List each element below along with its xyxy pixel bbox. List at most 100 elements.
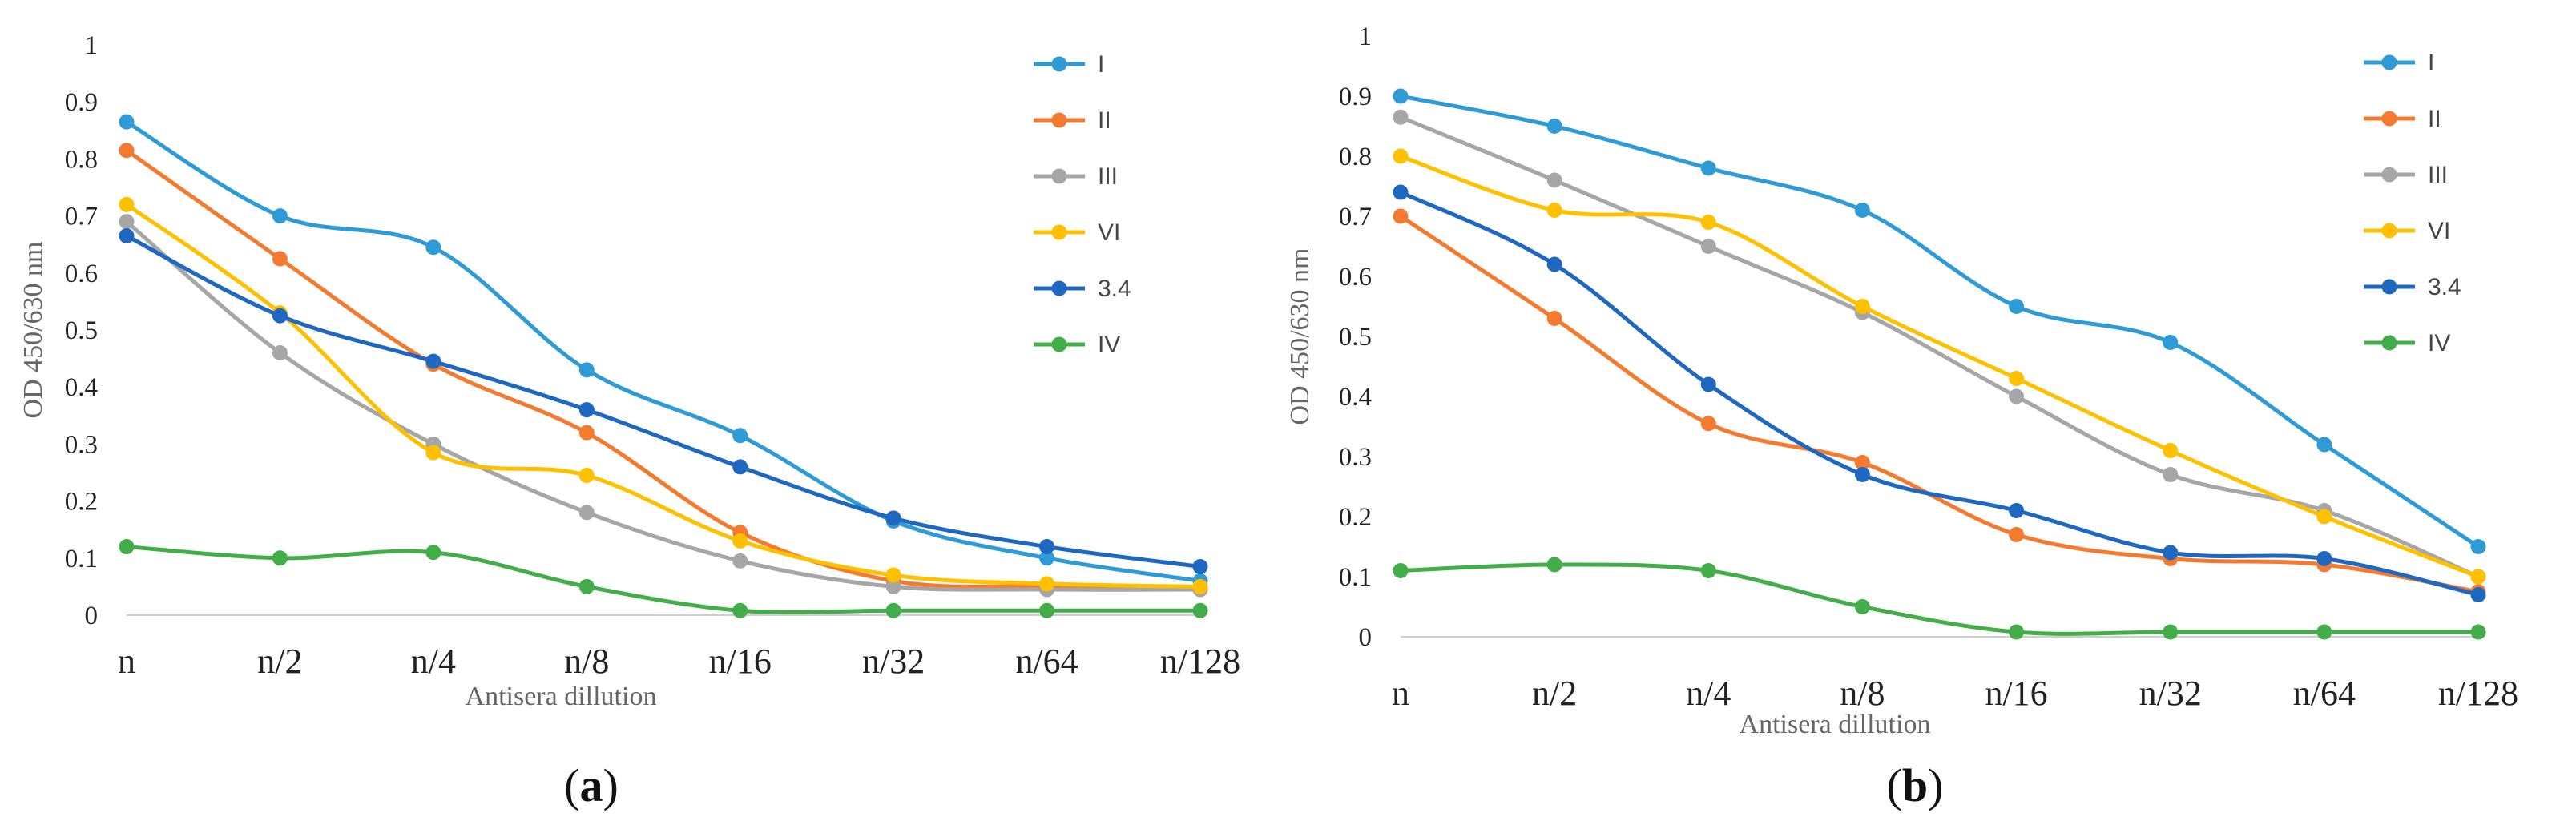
data-point: [1546, 203, 1562, 218]
panel-label: (a): [564, 759, 619, 811]
data-point: [425, 353, 441, 369]
x-tick-label: n/32: [2139, 674, 2202, 713]
data-point: [885, 510, 901, 526]
data-point: [2316, 551, 2332, 566]
y-tick-label: 0: [1359, 623, 1373, 652]
data-point: [1039, 602, 1055, 618]
data-point: [578, 425, 595, 441]
data-point: [578, 468, 595, 484]
series-IV: [119, 539, 1208, 618]
data-point: [2470, 624, 2486, 640]
x-tick-label: n/8: [564, 642, 609, 681]
data-point: [1039, 576, 1055, 592]
y-tick-label: 0.4: [65, 373, 98, 402]
data-point: [425, 445, 441, 461]
data-point: [2316, 509, 2332, 525]
x-tick-label: n: [118, 642, 135, 681]
legend-marker: [1051, 224, 1067, 240]
series-IV: [1393, 557, 2486, 640]
y-tick-label: 0.2: [65, 488, 98, 517]
data-point: [1393, 208, 1409, 224]
panel-letter: a: [580, 759, 603, 811]
data-point: [1546, 172, 1562, 188]
data-point: [425, 545, 441, 561]
legend-label: 3.4: [2428, 274, 2461, 300]
x-tick-label: n/8: [1840, 674, 1885, 713]
legend-marker: [1051, 168, 1067, 184]
data-point: [732, 459, 748, 475]
x-tick-label: n/4: [411, 642, 456, 681]
x-tick-label: n/128: [2438, 674, 2518, 713]
series-line: [1398, 190, 2481, 597]
data-point: [1039, 550, 1055, 566]
x-tick-label: n/16: [1985, 674, 2047, 713]
series-line: [1398, 94, 2481, 549]
data-point: [1546, 311, 1562, 326]
series-line: [124, 234, 1203, 569]
legend-label: I: [2428, 50, 2434, 76]
data-point: [1546, 119, 1562, 134]
data-point: [2009, 299, 2025, 314]
legend-item: III: [2364, 162, 2448, 188]
legend-label: III: [1098, 163, 1118, 190]
data-point: [1700, 215, 1716, 230]
data-point: [1854, 455, 1870, 470]
legend-label: IV: [2428, 330, 2450, 356]
x-tick-label: n/2: [1532, 674, 1577, 713]
legend-item: II: [2364, 106, 2441, 132]
x-tick-label: n/64: [1015, 642, 1078, 681]
data-point: [425, 239, 441, 256]
y-tick-label: 0: [85, 602, 99, 630]
x-tick-label: n/16: [709, 642, 772, 681]
y-tick-label: 0.6: [1339, 263, 1372, 292]
series-line: [1398, 562, 2481, 636]
x-tick-label: n/4: [1686, 674, 1731, 713]
legend-label: III: [2428, 162, 2448, 188]
legend-item: VI: [2364, 218, 2450, 244]
legend-marker: [1051, 336, 1067, 352]
x-axis-label: Antisera dillution: [466, 682, 657, 711]
data-point: [885, 567, 901, 583]
series-line: [124, 545, 1203, 615]
y-tick-label: 0.9: [65, 88, 98, 117]
y-tick-label: 0.9: [1339, 82, 1372, 111]
data-point: [2470, 539, 2486, 554]
data-point: [1039, 539, 1055, 555]
data-point: [272, 251, 288, 267]
legend-marker: [2381, 111, 2397, 127]
data-point: [1192, 558, 1208, 574]
data-point: [1192, 602, 1208, 618]
legend-marker: [2381, 223, 2397, 239]
data-point: [119, 214, 135, 230]
legend-marker: [2381, 167, 2397, 183]
data-point: [1700, 563, 1716, 578]
data-point: [732, 533, 748, 549]
legend-item: VI: [1034, 219, 1120, 246]
data-point: [1854, 203, 1870, 218]
data-point: [578, 402, 595, 418]
data-point: [1393, 184, 1409, 200]
x-tick-label: n/64: [2293, 674, 2356, 713]
series-VI: [1393, 148, 2486, 585]
data-point: [2009, 371, 2025, 386]
y-tick-label: 0.5: [1339, 323, 1372, 352]
legend-label: I: [1098, 51, 1104, 78]
x-axis-label: Antisera dillution: [1740, 710, 1931, 739]
data-point: [272, 550, 288, 566]
data-point: [1393, 563, 1409, 578]
legend-label: IV: [1098, 332, 1120, 358]
legend-item: I: [1034, 51, 1104, 78]
panel-paren-close: ): [1928, 759, 1943, 811]
panel-label: (b): [1887, 759, 1944, 811]
data-point: [2009, 388, 2025, 404]
y-tick-label: 0.3: [65, 430, 98, 459]
y-axis-label: OD 450/630 nm: [18, 242, 48, 419]
legend-item: IV: [1034, 332, 1120, 358]
series-3.4: [1393, 184, 2486, 602]
y-tick-label: 0.7: [65, 203, 98, 231]
data-point: [732, 602, 748, 618]
legend-item: 3.4: [1034, 276, 1131, 302]
data-point: [2163, 624, 2179, 640]
data-point: [1546, 557, 1562, 573]
